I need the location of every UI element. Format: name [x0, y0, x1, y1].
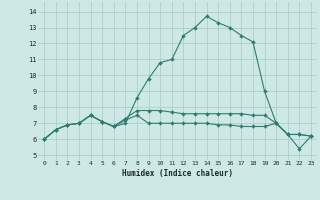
X-axis label: Humidex (Indice chaleur): Humidex (Indice chaleur) [122, 169, 233, 178]
